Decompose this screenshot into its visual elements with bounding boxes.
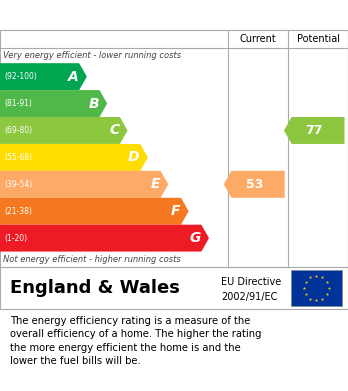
Polygon shape	[0, 117, 128, 144]
Text: (69-80): (69-80)	[5, 126, 33, 135]
Text: (1-20): (1-20)	[5, 234, 27, 243]
Text: F: F	[171, 204, 180, 218]
Polygon shape	[0, 225, 209, 251]
Text: 77: 77	[306, 124, 323, 137]
Text: 53: 53	[246, 178, 263, 191]
Text: A: A	[68, 70, 78, 84]
Text: D: D	[128, 151, 140, 164]
Text: Potential: Potential	[296, 34, 340, 44]
Polygon shape	[0, 90, 107, 117]
Text: Very energy efficient - lower running costs: Very energy efficient - lower running co…	[3, 51, 182, 60]
Polygon shape	[0, 171, 168, 198]
Bar	[291, 270, 342, 306]
Text: C: C	[109, 124, 119, 138]
Text: England & Wales: England & Wales	[10, 279, 180, 297]
Polygon shape	[0, 144, 148, 171]
Text: (21-38): (21-38)	[5, 207, 32, 216]
Text: Current: Current	[240, 34, 276, 44]
Text: EU Directive: EU Directive	[221, 277, 281, 287]
Text: Energy Efficiency Rating: Energy Efficiency Rating	[10, 9, 220, 24]
Text: G: G	[189, 231, 200, 245]
Text: (92-100): (92-100)	[5, 72, 37, 81]
Polygon shape	[224, 171, 285, 198]
Text: E: E	[150, 177, 160, 191]
Polygon shape	[0, 198, 189, 225]
Text: (81-91): (81-91)	[5, 99, 32, 108]
Text: 2002/91/EC: 2002/91/EC	[221, 292, 277, 302]
Text: (55-68): (55-68)	[5, 153, 33, 162]
Polygon shape	[0, 63, 87, 90]
Text: The energy efficiency rating is a measure of the
overall efficiency of a home. T: The energy efficiency rating is a measur…	[10, 316, 262, 366]
Text: B: B	[88, 97, 99, 111]
Polygon shape	[284, 117, 345, 144]
Text: (39-54): (39-54)	[5, 180, 33, 189]
Text: Not energy efficient - higher running costs: Not energy efficient - higher running co…	[3, 255, 181, 264]
